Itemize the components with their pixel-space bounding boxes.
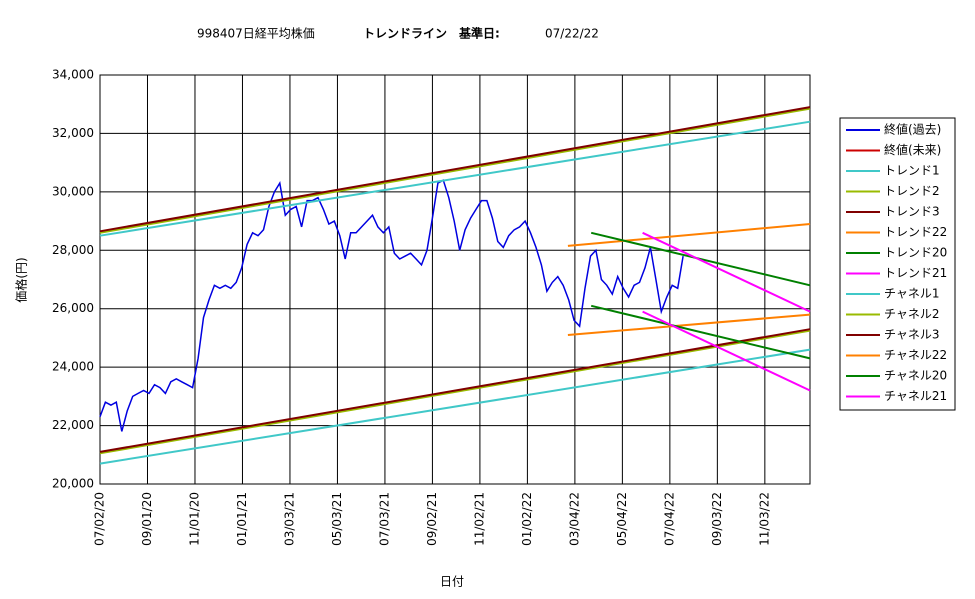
y-axis-label: 価格(円) <box>14 257 29 302</box>
x-tick-label: 05/03/21 <box>330 492 344 546</box>
legend-label: トレンド1 <box>884 164 940 178</box>
legend-label: トレンド21 <box>884 266 947 280</box>
y-tick-label: 22,000 <box>52 418 94 432</box>
x-tick-label: 01/01/21 <box>235 492 249 546</box>
x-tick-label: 11/03/22 <box>757 492 771 546</box>
legend-label: 終値(未来) <box>884 142 941 157</box>
plot-area <box>99 74 811 485</box>
x-tick-label: 07/03/21 <box>377 492 391 546</box>
x-axis-label: 日付 <box>440 575 464 589</box>
series-line <box>99 348 811 465</box>
x-tick-label: 09/01/20 <box>140 492 154 546</box>
series-line <box>99 328 811 453</box>
series-line <box>99 106 811 233</box>
legend-label: 終値(過去) <box>884 122 941 137</box>
x-tick-label: 09/02/21 <box>425 492 439 546</box>
legend-label: チャネル2 <box>884 307 940 321</box>
legend-label: トレンド22 <box>884 225 947 239</box>
legend-label: チャネル21 <box>884 389 947 403</box>
x-tick-label: 03/03/21 <box>282 492 296 546</box>
y-tick-label: 34,000 <box>52 68 94 82</box>
series-line <box>642 310 811 392</box>
x-tick-label: 07/02/20 <box>93 492 107 546</box>
legend-label: チャネル3 <box>884 328 940 342</box>
y-tick-label: 20,000 <box>52 477 94 491</box>
x-tick-label: 11/02/21 <box>472 492 486 546</box>
series-line <box>642 231 811 313</box>
legend-label: チャネル1 <box>884 287 940 301</box>
x-tick-label: 09/03/22 <box>710 492 724 546</box>
x-tick-label: 11/01/20 <box>187 492 201 546</box>
series-line <box>567 223 811 247</box>
series-line <box>99 179 684 432</box>
x-tick-label: 05/04/22 <box>615 492 629 546</box>
x-tick-label: 03/04/22 <box>567 492 581 546</box>
series-line <box>99 329 811 455</box>
base-date: 07/22/22 <box>545 27 599 41</box>
series-line <box>590 304 811 360</box>
y-tick-label: 32,000 <box>52 126 94 140</box>
chart-title: 998407日経平均株価 <box>197 26 315 41</box>
legend-label: チャネル20 <box>884 369 947 383</box>
y-tick-label: 28,000 <box>52 243 94 257</box>
series-line <box>99 120 811 237</box>
legend-label: チャネル22 <box>884 348 947 362</box>
series-line <box>567 313 811 336</box>
y-tick-label: 24,000 <box>52 360 94 374</box>
legend-label: トレンド3 <box>884 205 940 219</box>
legend-label: トレンド20 <box>884 246 947 260</box>
series-line <box>99 107 811 234</box>
legend-box <box>839 117 956 411</box>
x-tick-label: 07/04/22 <box>662 492 676 546</box>
legend-label: トレンド2 <box>884 184 940 198</box>
y-tick-label: 30,000 <box>52 184 94 198</box>
y-tick-label: 26,000 <box>52 301 94 315</box>
x-tick-label: 01/02/22 <box>520 492 534 546</box>
chart-subtitle: トレンドライン 基準日: <box>363 26 500 41</box>
